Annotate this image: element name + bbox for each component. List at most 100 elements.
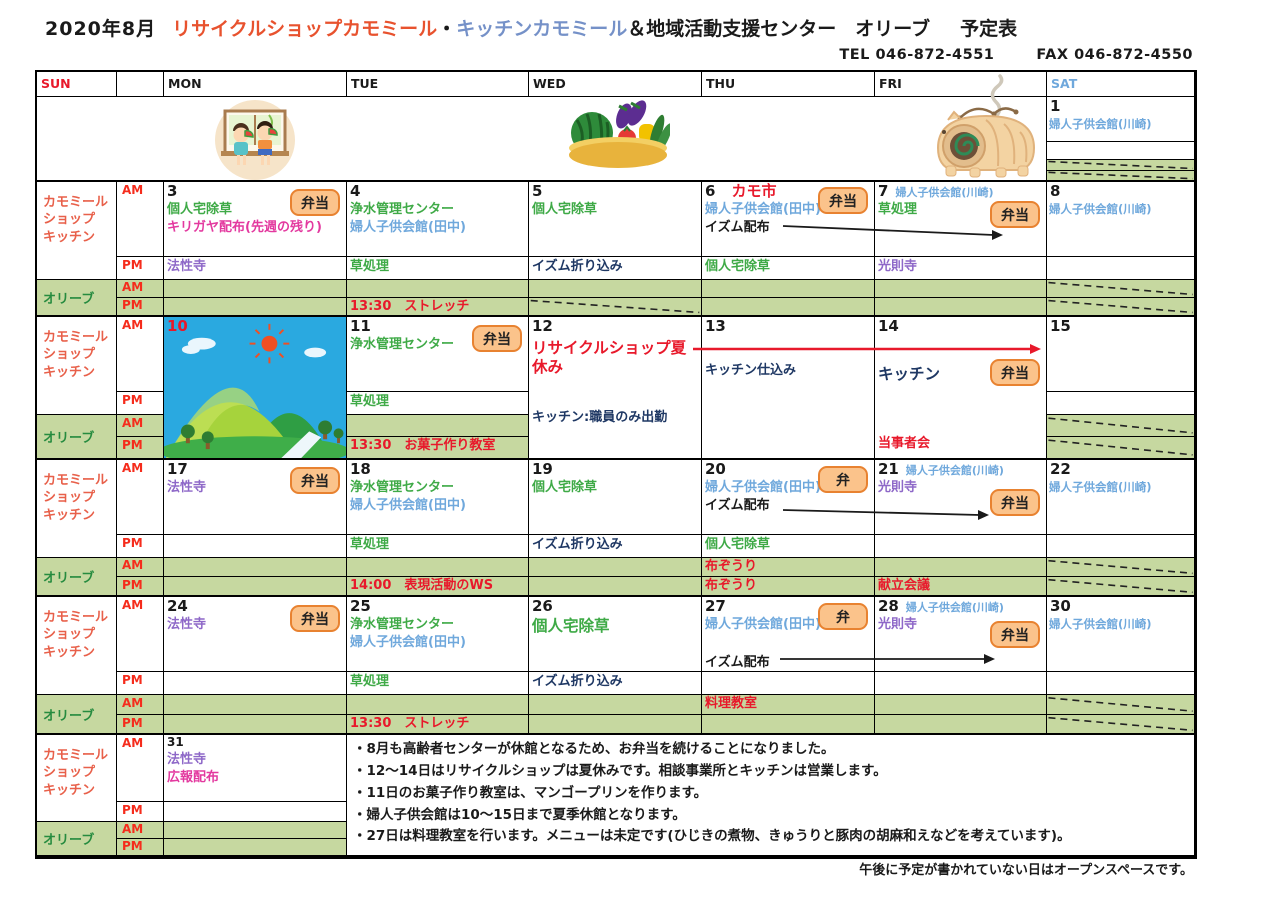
cell-w4-sat-olive-am	[1047, 558, 1195, 577]
schedule-item: 婦人子供会館(田中)	[350, 635, 466, 651]
schedule-item: 個人宅除草	[705, 259, 771, 274]
schedule-item: イズム折り込み	[532, 537, 623, 552]
label-olive: オリーブ	[37, 695, 117, 735]
cell-w2-thu-olive-pm	[702, 298, 875, 317]
cell-w4-wed-olive-pm	[529, 577, 702, 597]
cell-w2-thu-am: 6 カモ市 婦人子供会館(田中) イズム配布 弁当	[702, 182, 875, 257]
date-number: 21	[878, 460, 899, 478]
kids-watermelon-image	[209, 99, 301, 185]
cell-w4-wed-am: 19 個人宅除草	[529, 460, 702, 535]
ampm-label: PM	[117, 392, 164, 415]
cell-w5-fri-pm	[875, 672, 1047, 695]
cell-w3-fri: 14 キッチン 当事者会 弁当	[875, 317, 1047, 460]
cell-w4-tue-pm: 草処理	[347, 535, 529, 558]
tel-number: TEL 046-872-4551	[839, 47, 995, 63]
contact-info: TEL 046-872-4551 FAX 046-872-4550	[839, 47, 1193, 63]
bento-badge: 弁当	[990, 621, 1040, 648]
cell-w6-mon-pm	[164, 802, 347, 822]
label-chamomile-shop-kitchen: カモミール ショップ キッチン	[37, 182, 117, 280]
cell-w3-wed: 12 リサイクルショップ夏休み キッチン:職員のみ出勤	[529, 317, 702, 460]
cell-w5-thu-olive-pm	[702, 715, 875, 735]
cell-w5-wed-am: 26 個人宅除草	[529, 597, 702, 672]
schedule-item: キッチン仕込み	[705, 363, 797, 379]
shop-label-line: キッチン	[43, 782, 96, 798]
schedule-item: イズム配布	[705, 220, 770, 236]
cell-w5-fri-olive-pm	[875, 715, 1047, 735]
date-number: 26	[532, 597, 553, 615]
closed-hatch-line	[1047, 577, 1194, 595]
cell-w2-tue-olive-am	[347, 280, 529, 298]
bento-badge: 弁当	[472, 325, 522, 352]
cell-w4-sat-am: 22 婦人子供会館(川崎)	[1047, 460, 1195, 535]
header-mon: MON	[164, 72, 347, 97]
ampm-label: AM	[117, 558, 164, 577]
cell-w4-mon-pm	[164, 535, 347, 558]
cell-w2-thu-pm: 個人宅除草	[702, 257, 875, 280]
cell-w2-sat-olive-pm	[1047, 298, 1195, 317]
bento-badge: 弁当	[990, 489, 1040, 516]
note-line: ・8月も高齢者センターが休館となるため、お弁当を続けることになりました。	[353, 741, 835, 757]
cell-w4-fri-olive-am	[875, 558, 1047, 577]
footer-note: 午後に予定が書かれていない日はオープンスペースです。	[859, 863, 1193, 878]
schedule-item: リサイクルショップ夏休み	[532, 339, 687, 376]
label-chamomile-shop-kitchen: カモミール ショップ キッチン	[37, 460, 117, 558]
date-number: 5	[532, 182, 543, 200]
cell-w5-tue-am: 25 浄水管理センター 婦人子供会館(田中)	[347, 597, 529, 672]
shop-label-line: カモミール	[43, 610, 109, 625]
schedule-item: イズム折り込み	[532, 259, 623, 274]
schedule-item: 婦人子供会館(田中)	[350, 220, 466, 236]
bento-badge: 弁	[818, 603, 868, 630]
closed-hatch-line	[1047, 715, 1194, 733]
schedule-item: 個人宅除草	[532, 202, 598, 218]
cell-w4-tue-olive-pm: 14:00 表現活動のWS	[347, 577, 529, 597]
schedule-item: 13:30 お菓子作り教室	[350, 438, 496, 453]
ampm-label: AM	[117, 317, 164, 392]
cell-w4-fri-am: 21 婦人子供会館(川崎) 光則寺 弁当	[875, 460, 1047, 535]
title-recycle-shop: リサイクルショップカモミール	[172, 18, 438, 40]
cell-w5-wed-olive-pm	[529, 715, 702, 735]
date-number: 18	[350, 460, 371, 478]
ampm-label: PM	[117, 535, 164, 558]
shop-label-line: キッチン	[43, 229, 96, 245]
cell-w4-fri-pm	[875, 535, 1047, 558]
cell-w6-mon-am: 31 法性寺 広報配布	[164, 735, 347, 802]
header-ampm	[117, 72, 164, 97]
cell-w5-mon-olive-pm	[164, 715, 347, 735]
schedule-item: 浄水管理センター	[350, 337, 455, 353]
notes-cell: ・8月も高齢者センターが休館となるため、お弁当を続けることになりました。 ・12～…	[347, 735, 1195, 857]
cell-w1-sat-pm	[1047, 142, 1195, 160]
cell-w5-sat-am: 30 婦人子供会館(川崎)	[1047, 597, 1195, 672]
cell-w5-wed-pm: イズム折り込み	[529, 672, 702, 695]
cell-w5-mon-olive-am	[164, 695, 347, 715]
title-separator-dot: ・	[437, 18, 457, 40]
date-number: 4	[350, 182, 361, 200]
closed-hatch-line	[1047, 160, 1194, 170]
date-number: 1	[1050, 97, 1061, 115]
label-olive: オリーブ	[37, 280, 117, 317]
date-number: 24	[167, 597, 188, 615]
cell-w3-tue-pm: 草処理	[347, 392, 529, 415]
schedule-item: 浄水管理センター	[350, 617, 455, 633]
cell-w2-sat-olive-am	[1047, 280, 1195, 298]
schedule-item: イズム折り込み	[532, 674, 623, 689]
date-number: 7	[878, 182, 889, 200]
cell-w1-sat-olive-pm	[1047, 171, 1195, 182]
header-thu: THU	[702, 72, 875, 97]
note-line: ・27日は料理教室を行います。メニューは未定です(ひじきの煮物、きゅうりと豚肉の…	[353, 828, 1071, 845]
label-olive: オリーブ	[37, 415, 117, 460]
schedule-item: キッチン:職員のみ出勤	[532, 410, 668, 426]
cell-w3-tue-olive-am	[347, 415, 529, 437]
schedule-item: 婦人子供会館(田中)	[705, 617, 821, 633]
schedule-item: 婦人子供会館(田中)	[350, 498, 466, 514]
date-number: 27	[705, 597, 726, 615]
schedule-item: 光則寺	[878, 259, 918, 274]
schedule-item: 布ぞうり	[705, 578, 758, 593]
cell-w5-tue-olive-pm: 13:30 ストレッチ	[347, 715, 529, 735]
shop-label-line: ショップ	[43, 627, 96, 643]
schedule-item: 草処理	[350, 394, 390, 409]
schedule-item: キッチン	[878, 365, 941, 384]
cell-w4-wed-olive-am	[529, 558, 702, 577]
cell-w3-sat-pm	[1047, 392, 1195, 415]
cell-w2-wed-olive-pm	[529, 298, 702, 317]
cell-w2-wed-am: 5 個人宅除草	[529, 182, 702, 257]
